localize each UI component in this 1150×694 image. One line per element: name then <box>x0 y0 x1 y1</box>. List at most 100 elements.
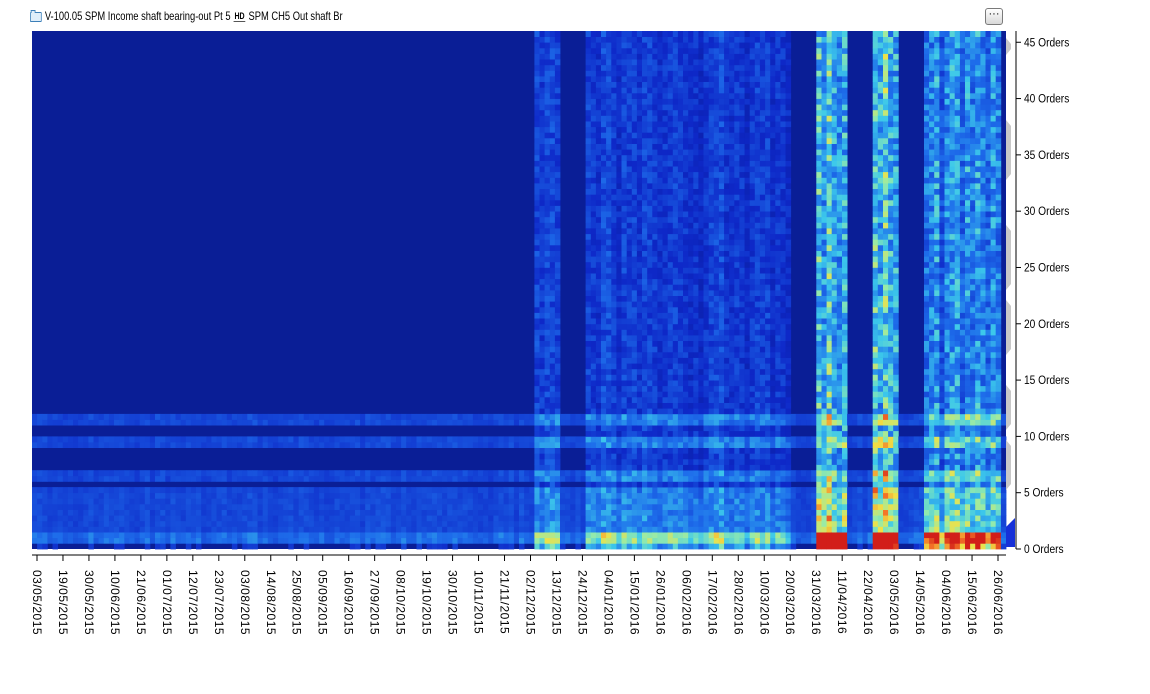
heatmap-cell <box>313 498 320 505</box>
heatmap-cell <box>698 216 704 223</box>
heatmap-cell <box>739 132 745 139</box>
heatmap-cell <box>534 126 540 133</box>
heatmap-cell <box>621 109 627 116</box>
heatmap-cell <box>267 413 274 420</box>
heatmap-cell <box>729 391 735 398</box>
heatmap-cell <box>221 498 228 505</box>
heatmap-cell <box>226 520 233 527</box>
heatmap-cell <box>462 504 469 510</box>
heatmap-cell <box>529 504 535 510</box>
heatmap-cell <box>631 188 638 195</box>
heatmap-cell <box>585 81 592 88</box>
heatmap-cell <box>554 340 561 347</box>
heatmap-cell <box>539 76 545 82</box>
heatmap-cell <box>739 447 745 454</box>
heatmap-cell <box>590 447 597 454</box>
heatmap-cell <box>206 436 212 443</box>
heatmap-cell <box>734 306 740 313</box>
heatmap-cell <box>693 222 699 229</box>
heatmap-cell <box>272 487 279 494</box>
heatmap-cell <box>585 402 592 409</box>
heatmap-cell <box>231 509 238 516</box>
heatmap-cell <box>103 515 110 522</box>
heatmap-cell <box>231 492 238 499</box>
heatmap-cell <box>718 222 725 229</box>
heatmap-cell <box>647 171 653 178</box>
heatmap-cell <box>683 312 689 319</box>
heatmap-cell <box>513 413 520 420</box>
heatmap-cell <box>196 470 202 477</box>
heatmap-cell <box>652 31 658 37</box>
heatmap-cell <box>642 154 648 161</box>
heatmap-cell <box>524 470 530 477</box>
heatmap-cell <box>642 509 648 516</box>
heatmap-cell <box>590 442 597 448</box>
heatmap-cell <box>170 413 176 420</box>
heatmap-cell <box>724 47 730 54</box>
heatmap-cell <box>724 138 730 144</box>
heatmap-cell <box>611 458 617 465</box>
heatmap-cell <box>544 278 551 285</box>
heatmap-cell <box>467 436 474 443</box>
heatmap-cell <box>636 447 643 454</box>
heatmap-cell <box>544 442 551 448</box>
heatmap-cell <box>611 475 617 482</box>
heatmap-cell <box>539 31 545 37</box>
heatmap-cell <box>739 149 745 156</box>
heatmap-cell <box>554 504 561 510</box>
heatmap-cell <box>718 335 725 341</box>
heatmap-cell <box>724 216 730 223</box>
heatmap-cell <box>718 154 725 161</box>
heatmap-cell <box>611 171 617 178</box>
heatmap-cell <box>636 149 643 156</box>
heatmap-cell <box>549 59 556 66</box>
heatmap-cell <box>642 59 648 66</box>
more-options-button[interactable]: ··· <box>985 8 1003 25</box>
heatmap-cell <box>257 470 264 477</box>
heatmap-cell <box>595 121 602 128</box>
heatmap-cell <box>662 458 668 465</box>
heatmap-cell <box>442 526 448 533</box>
heatmap-cell <box>703 537 709 544</box>
heatmap-cell <box>539 216 545 223</box>
heatmap-cell <box>631 318 638 325</box>
heatmap-cell <box>544 59 551 66</box>
heatmap-cell <box>683 492 689 499</box>
heatmap-cell <box>703 385 709 392</box>
heatmap-cell <box>47 470 53 477</box>
heatmap-cell <box>185 487 192 494</box>
heatmap-cell <box>672 70 679 77</box>
heatmap-cell <box>677 368 684 375</box>
heatmap-cell <box>534 245 540 251</box>
heatmap-cell <box>595 543 602 550</box>
heatmap-cell <box>652 509 658 516</box>
heatmap-cell <box>298 492 305 499</box>
heatmap-cell <box>375 515 381 522</box>
heatmap-cell <box>708 273 715 280</box>
heatmap-cell <box>729 329 735 336</box>
heatmap-cell <box>601 177 607 184</box>
heatmap-cell <box>724 239 730 246</box>
heatmap-cell <box>729 216 735 223</box>
heatmap-cell <box>498 442 504 448</box>
heatmap-cell <box>601 295 607 302</box>
heatmap-cell <box>180 492 187 499</box>
heatmap-cell <box>698 368 704 375</box>
heatmap-cell <box>293 537 299 544</box>
heatmap-cell <box>37 504 43 510</box>
heatmap-cell <box>498 470 504 477</box>
heatmap-cell <box>544 194 551 201</box>
heatmap-cell <box>698 70 704 77</box>
heatmap-cell <box>390 509 397 516</box>
heatmap-cell <box>734 188 740 195</box>
heatmap-cell <box>554 312 561 319</box>
heatmap-cell <box>713 329 720 336</box>
heatmap-cell <box>657 216 663 223</box>
heatmap-cell <box>672 306 679 313</box>
heatmap-cell <box>544 261 551 268</box>
heatmap-cell <box>713 109 720 116</box>
heatmap-cell <box>657 121 663 128</box>
heatmap-cell <box>688 374 694 381</box>
heatmap-cell <box>708 261 715 268</box>
heatmap-cell <box>149 509 156 516</box>
